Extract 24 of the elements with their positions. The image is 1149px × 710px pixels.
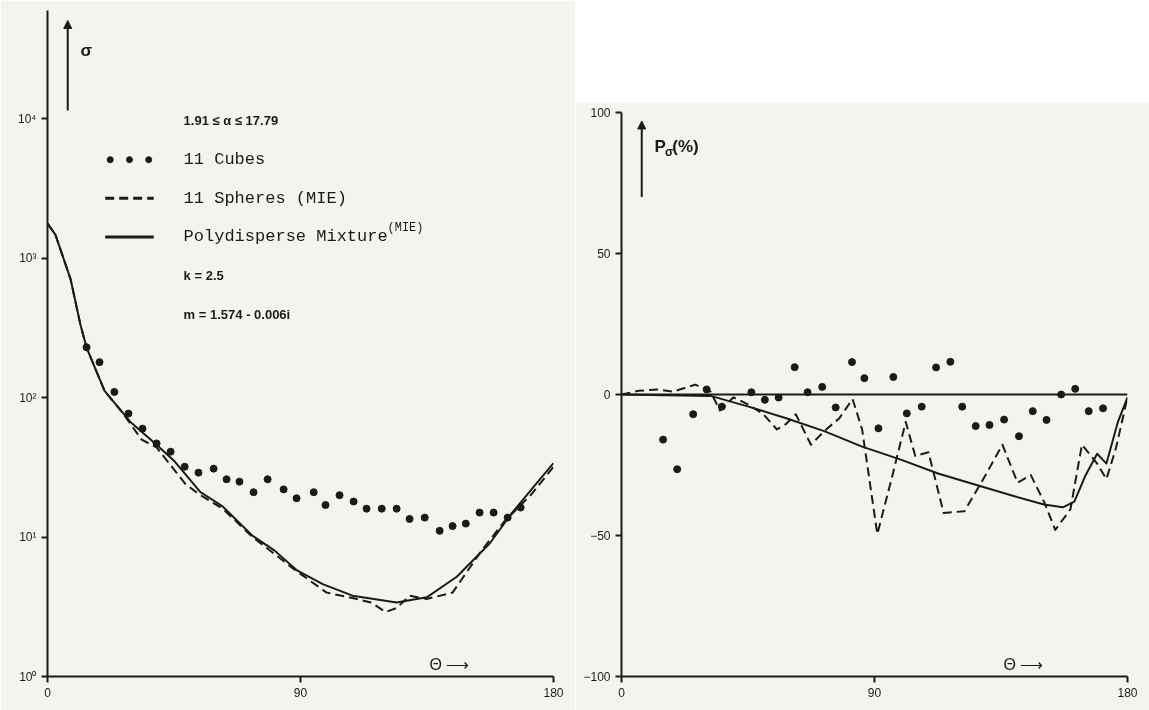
y-tick-label: 10³ [19, 251, 37, 266]
x-tick-label: 0 [618, 685, 626, 700]
legend-label: 11 Spheres (MIE) [183, 188, 347, 208]
x-tick-label: 90 [293, 685, 308, 700]
x-tick-label: 180 [543, 685, 564, 700]
y-tick-label: 10⁰ [19, 669, 37, 684]
y-tick-label: 10⁴ [18, 111, 37, 126]
y-axis-title: σ [80, 40, 93, 60]
x-axis-title: Θ ⟶ [429, 655, 470, 673]
x-tick-label: 180 [1117, 685, 1138, 700]
x-tick-label: 0 [44, 685, 52, 700]
y-tick-label: 10¹ [19, 530, 37, 545]
annotation: 1.91 ≤ α ≤ 17.79 [183, 112, 279, 128]
legend-label: 11 Cubes [183, 150, 266, 170]
x-tick-label: 90 [867, 685, 882, 700]
y-tick-label: 10² [19, 390, 37, 405]
annotation: k = 2.5 [183, 268, 224, 284]
y-tick-label: −50 [590, 529, 611, 543]
y-tick-label: 50 [597, 247, 611, 261]
y-tick-label: 100 [590, 106, 611, 120]
y-tick-label: −100 [583, 670, 611, 684]
x-axis-title: Θ ⟶ [1003, 655, 1044, 673]
y-tick-label: 0 [603, 388, 611, 402]
annotation: m = 1.574 - 0.006i [183, 306, 291, 322]
